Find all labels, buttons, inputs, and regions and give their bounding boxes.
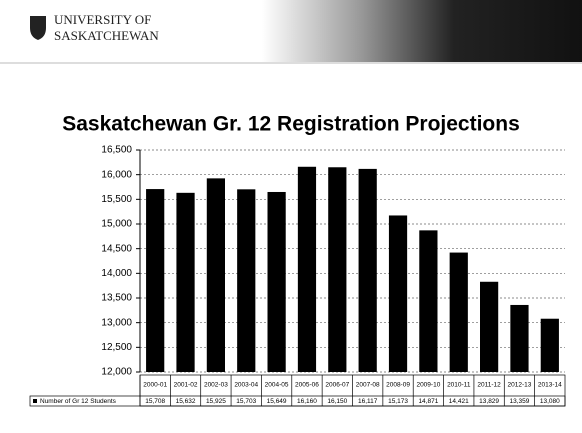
value-label: 16,150: [327, 398, 347, 405]
value-label: 15,649: [267, 398, 287, 405]
value-label: 15,173: [388, 398, 408, 405]
x-tick-label: 2006-07: [325, 382, 349, 389]
header-band: [0, 0, 582, 62]
x-tick-label: 2010-11: [447, 382, 471, 389]
y-tick-label: 13,000: [101, 317, 132, 328]
value-label: 14,871: [418, 398, 438, 405]
x-tick-label: 2011-12: [477, 382, 501, 389]
value-label: 15,925: [206, 398, 226, 405]
y-tick-label: 12,000: [101, 367, 132, 378]
value-label: 15,703: [236, 398, 256, 405]
x-tick-label: 2002-03: [204, 382, 228, 389]
x-tick-label: 2000-01: [143, 382, 167, 389]
value-label: 14,421: [449, 398, 469, 405]
x-tick-label: 2009-10: [416, 382, 440, 389]
y-tick-label: 14,500: [101, 243, 132, 254]
crest: [30, 16, 46, 40]
y-tick-label: 15,500: [101, 194, 132, 205]
y-tick-label: 15,000: [101, 219, 132, 230]
legend-swatch: [33, 399, 37, 403]
x-tick-label: 2003-04: [234, 382, 258, 389]
value-label: 16,160: [297, 398, 317, 405]
bar: [419, 230, 438, 372]
y-tick-label: 16,000: [101, 169, 132, 180]
value-label: 13,829: [479, 398, 499, 405]
y-tick-label: 14,000: [101, 268, 132, 279]
bar: [176, 192, 195, 372]
bar: [297, 166, 317, 372]
x-tick-label: 2008-09: [386, 382, 410, 389]
y-tick-label: 13,500: [101, 293, 132, 304]
bar: [510, 304, 529, 372]
bar: [206, 178, 225, 372]
value-label: 13,359: [510, 398, 530, 405]
bar: [388, 215, 408, 372]
value-label: 13,080: [540, 398, 560, 405]
y-tick-label: 16,500: [101, 145, 132, 156]
x-tick-label: 2013-14: [538, 382, 562, 389]
bar: [328, 167, 347, 372]
value-label: 16,117: [358, 398, 378, 405]
bar: [540, 318, 559, 372]
x-tick-label: 2007-08: [356, 382, 380, 389]
x-tick-label: 2001-02: [174, 382, 198, 389]
bar: [449, 252, 468, 372]
chart-title: Saskatchewan Gr. 12 Registration Project…: [62, 113, 520, 136]
bar: [267, 191, 286, 372]
bar: [146, 189, 165, 372]
bar: [480, 281, 499, 372]
header-line2: SASKATCHEWAN: [54, 28, 159, 43]
header-line1: UNIVERSITY OF: [54, 12, 151, 27]
value-label: 15,632: [176, 398, 196, 405]
bar: [237, 189, 256, 372]
y-tick-label: 12,500: [101, 342, 132, 353]
x-tick-label: 2004-05: [265, 382, 289, 389]
legend-label: Number of Gr 12 Students: [40, 398, 117, 405]
x-tick-label: 2012-13: [508, 382, 532, 389]
x-tick-label: 2005-06: [295, 382, 319, 389]
value-label: 15,708: [145, 398, 165, 405]
bar: [358, 168, 377, 372]
